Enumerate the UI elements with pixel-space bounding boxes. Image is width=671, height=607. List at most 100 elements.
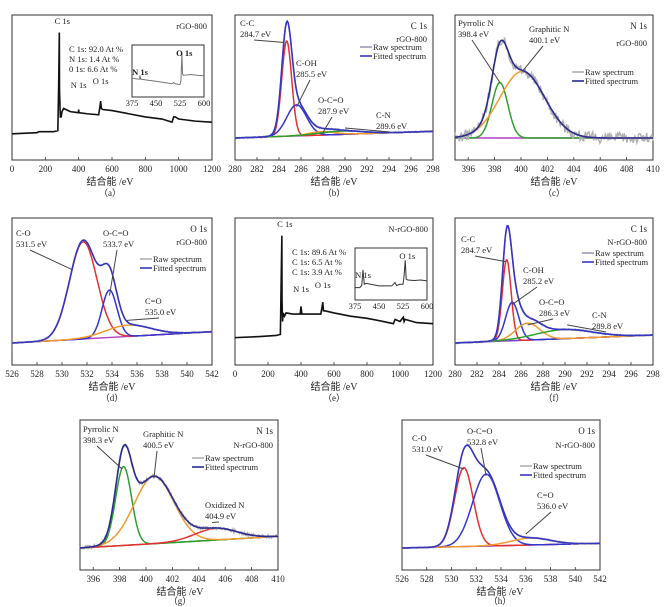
component-name: Pyrrolic N — [83, 424, 119, 434]
x-tick-label: 286 — [294, 164, 308, 174]
x-tick-label: 286 — [514, 369, 528, 379]
x-tick-label: 410 — [646, 164, 660, 174]
component-energy: 532.8 eV — [467, 437, 499, 447]
x-tick-label: 294 — [382, 164, 396, 174]
component-name: C-N — [592, 310, 607, 320]
panel-caption: （g） — [169, 596, 192, 606]
component-energy: 400.5 eV — [143, 440, 175, 450]
plot-frame — [454, 14, 654, 161]
component-name: C=O — [537, 490, 554, 500]
survey-line — [11, 32, 213, 135]
component-peak-2 — [402, 473, 600, 549]
x-axis-label: 结合能 /eV — [87, 175, 135, 188]
x-tick-label: 294 — [602, 369, 616, 379]
x-tick-label: 540 — [569, 574, 583, 584]
legend-label: Raw spectrum — [595, 248, 644, 258]
annotation-arrow — [96, 445, 123, 470]
x-tick-label: 1200 — [203, 164, 222, 174]
composition-text: N 1s: 1.4 At % — [69, 54, 119, 64]
component-name: O-C=O — [467, 426, 493, 436]
component-name: C-C — [240, 18, 255, 28]
composition-text: C 1s: 89.6 At % — [292, 247, 346, 257]
x-tick-label: 408 — [245, 574, 259, 584]
annotation-arrow — [296, 79, 311, 108]
component-energy: 400.1 eV — [529, 35, 561, 45]
component-name: C-O — [412, 433, 427, 443]
x-tick-label: 538 — [155, 369, 169, 379]
x-tick-label: 530 — [445, 574, 459, 584]
panel-caption: （c） — [543, 188, 565, 198]
panel-b: 280 282 284 286 288 290 292 294 296 298 结合能 /eV（b）… — [228, 14, 440, 198]
legend-label: Fitted spectrum — [373, 51, 427, 61]
component-name: C-OH — [296, 58, 317, 68]
x-tick-label: 600 — [105, 164, 119, 174]
legend-label: Raw spectrum — [205, 453, 254, 463]
peak-label: O 1s — [93, 76, 109, 86]
x-tick-label: 292 — [580, 369, 594, 379]
sample-label: rGO-800 — [176, 237, 207, 247]
composition-text: C 1s: 3.9 At % — [292, 267, 342, 277]
annotation-arrow — [109, 249, 118, 296]
component-energy: 285.5 eV — [296, 69, 328, 79]
x-axis-label: 结合能 /eV — [531, 380, 579, 393]
component-energy: 536.0 eV — [537, 501, 569, 511]
x-tick-label: 526 — [5, 369, 19, 379]
composition-text: 0 1s: 6.6 At % — [69, 64, 117, 74]
annotation-arrow — [474, 255, 506, 263]
component-energy: 284.7 eV — [240, 29, 272, 39]
panel-d: 526 528 530 532 534 536 538 540 542 结合能 /eV（d） O 1… — [5, 217, 219, 403]
composition-text: C 1s: 6.5 At % — [292, 257, 342, 267]
component-name: C-OH — [523, 265, 544, 275]
component-name: C-C — [461, 234, 476, 244]
x-tick-label: 402 — [541, 164, 555, 174]
survey-line — [234, 235, 434, 339]
composition-text: C 1s: 92.0 At % — [69, 44, 123, 54]
inset-peak-label: O 1s — [399, 251, 415, 261]
x-tick-label: 290 — [558, 369, 572, 379]
sample-label: N-rGO-800 — [233, 440, 273, 450]
x-tick-label: 534 — [494, 574, 508, 584]
x-tick-label: 402 — [166, 574, 180, 584]
x-axis-label: 结合能 /eV — [477, 585, 525, 598]
component-name: C=O — [145, 296, 162, 306]
plot-frame — [454, 217, 654, 366]
x-tick-label: 398 — [488, 164, 502, 174]
peak-label: N 1s — [71, 80, 87, 90]
legend-label: Raw spectrum — [585, 67, 634, 77]
component-energy: 535.0 eV — [145, 307, 177, 317]
x-tick-label: 542 — [205, 369, 219, 379]
component-name: O-C=O — [103, 228, 129, 238]
plot-frame — [234, 217, 434, 366]
x-tick-label: 284 — [272, 164, 286, 174]
component-energy: 289.6 eV — [376, 121, 408, 131]
inset-line — [131, 53, 205, 86]
x-tick-label: 288 — [316, 164, 330, 174]
fitted-spectrum-line — [11, 239, 212, 344]
inset-peak-label: N 1s — [355, 270, 371, 280]
inset-tick-label: 600 — [421, 301, 434, 311]
x-tick-label: 1200 — [424, 369, 443, 379]
x-tick-label: 400 — [72, 164, 86, 174]
x-tick-label: 406 — [218, 574, 232, 584]
component-name: Graphitic N — [143, 429, 183, 439]
x-axis-label: 结合能 /eV — [89, 380, 137, 393]
x-tick-label: 296 — [624, 369, 638, 379]
panel-g: 396 398 400 402 404 406 408 410 结合能 /eV（g） N 1s N-… — [79, 419, 285, 606]
inset-line — [355, 260, 428, 289]
x-tick-label: 600 — [327, 369, 341, 379]
annotation-arrow — [344, 127, 391, 133]
x-tick-label: 400 — [139, 574, 153, 584]
component-peak-2 — [11, 289, 213, 344]
x-tick-label: 404 — [192, 574, 206, 584]
x-tick-label: 296 — [404, 164, 418, 174]
x-axis-label: 结合能 /eV — [311, 175, 359, 188]
sample-label: rGO-800 — [396, 34, 427, 44]
component-name: O-C=O — [318, 95, 344, 105]
fitted-spectrum-line — [454, 39, 653, 139]
annotation-arrow — [253, 39, 285, 44]
x-tick-label: 800 — [360, 369, 374, 379]
panel-caption: （e） — [323, 393, 345, 403]
x-tick-label: 282 — [250, 164, 264, 174]
component-name: C-N — [376, 110, 391, 120]
x-tick-label: 800 — [139, 164, 153, 174]
